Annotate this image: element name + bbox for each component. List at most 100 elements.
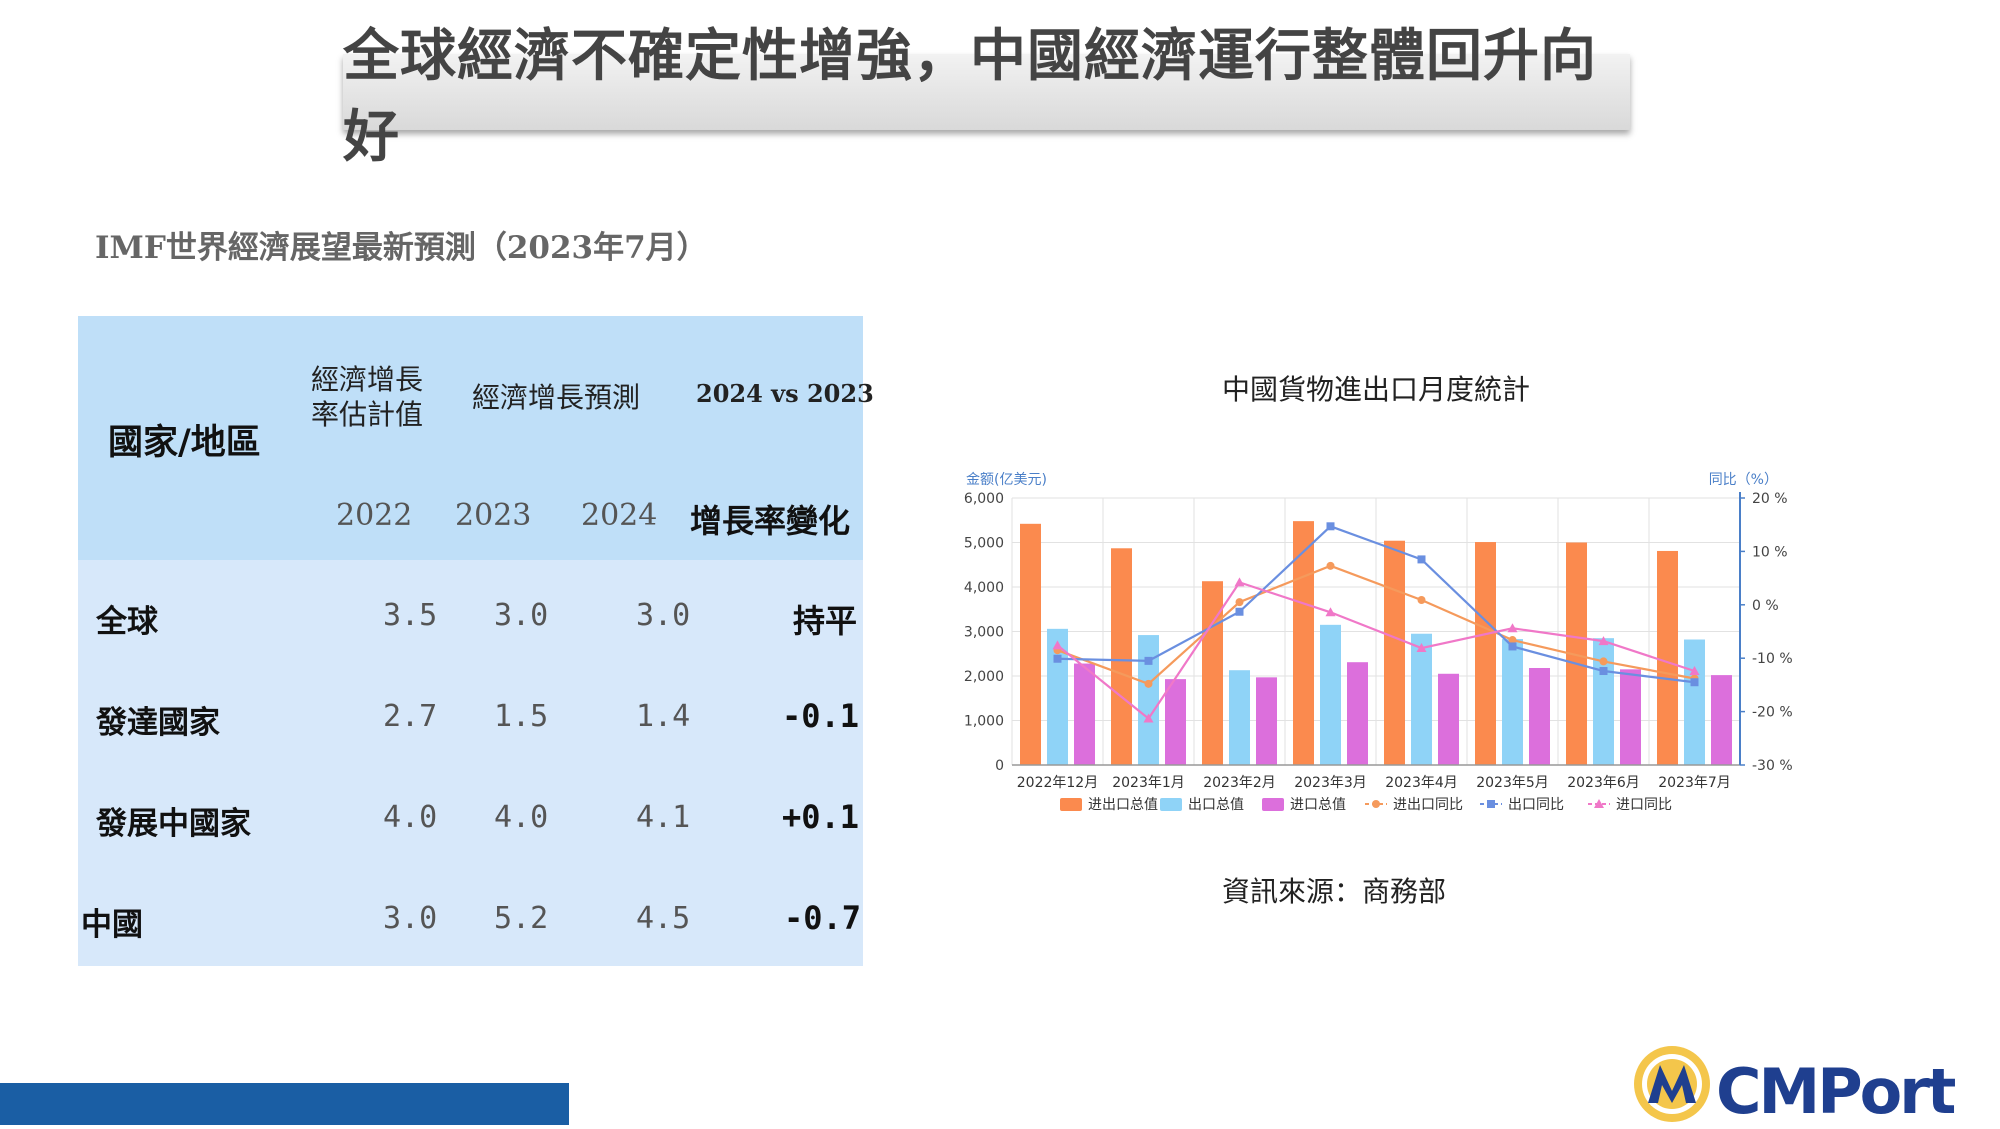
row-value-2023: 1.5 <box>494 699 549 734</box>
x-tick-label: 2023年7月 <box>1658 775 1731 791</box>
bar-export <box>1411 633 1432 765</box>
point-total-yoy <box>1326 561 1335 570</box>
y2-tick-label: -10 % <box>1752 651 1793 667</box>
x-tick-label: 2023年5月 <box>1476 775 1549 791</box>
cmport-emblem-icon <box>1634 1046 1710 1122</box>
logo-text: CMPort <box>1716 1055 1956 1125</box>
legend-swatch <box>1160 798 1182 811</box>
line-export-yoy <box>1057 525 1695 684</box>
point-export-yoy <box>1599 667 1608 676</box>
legend-marker <box>1594 799 1604 808</box>
bar-import <box>1620 669 1641 765</box>
row-value-2022: 3.5 <box>383 598 438 633</box>
row-change: 持平 <box>792 602 857 640</box>
legend-label: 进出口同比 <box>1393 797 1463 813</box>
imf-forecast-table: 國家/地區 經濟增長 率估計值 經濟增長預測 2024 vs 2023 2022… <box>78 316 874 966</box>
bar-total <box>1020 523 1041 765</box>
point-import-yoy <box>1507 623 1518 633</box>
bar-total <box>1111 548 1132 765</box>
y2-tick-label: -20 % <box>1752 705 1793 721</box>
row-region: 全球 <box>96 604 158 640</box>
bar-import <box>1438 673 1459 765</box>
point-total-yoy <box>1417 595 1426 604</box>
point-import-yoy <box>1416 643 1427 653</box>
bar-import <box>1256 677 1277 765</box>
legend-label: 出口总值 <box>1188 797 1244 813</box>
row-region: 發達國家 <box>96 705 220 741</box>
y2-axis-label: 同比（%） <box>1709 472 1778 488</box>
point-total-yoy <box>1235 598 1244 607</box>
point-export-yoy <box>1144 656 1153 665</box>
y-tick-label: 3,000 <box>964 625 1004 641</box>
row-change: +0.1 <box>781 798 859 836</box>
bar-export <box>1229 670 1250 765</box>
row-value-2024: 4.1 <box>636 800 691 835</box>
bar-import <box>1711 675 1732 765</box>
point-import-yoy <box>1325 607 1336 617</box>
chart-title: 中國貨物進出口月度統計 <box>1222 373 1531 406</box>
bar-total <box>1293 521 1314 765</box>
y2-tick-label: 0 % <box>1752 598 1779 614</box>
bar-total <box>1202 581 1223 765</box>
point-import-yoy <box>1234 577 1245 587</box>
x-tick-label: 2023年3月 <box>1294 775 1367 791</box>
point-export-yoy <box>1417 555 1426 564</box>
header-change: 增長率變化 <box>690 502 851 540</box>
bar-export <box>1047 628 1068 765</box>
bar-import <box>1165 679 1186 765</box>
chart-legend: 进出口总值 出口总值 进口总值 进出口同比 出口同比 进口同比 <box>1060 797 1672 813</box>
legend-swatch <box>1060 798 1082 811</box>
row-region: 中國 <box>81 907 143 943</box>
point-total-yoy <box>1508 636 1517 645</box>
row-value-2023: 5.2 <box>494 901 549 936</box>
header-estimate-line2: 率估計值 <box>311 398 424 431</box>
legend-swatch <box>1262 798 1284 811</box>
row-change: -0.1 <box>781 697 859 735</box>
bar-export <box>1593 638 1614 765</box>
chart-axes: 0 1,000 2,000 3,000 4,000 5,000 6,000 -30 % -20 … <box>964 472 1793 791</box>
header-estimate-line1: 經濟增長 <box>311 363 424 396</box>
row-value-2022: 4.0 <box>383 800 438 835</box>
row-value-2022: 2.7 <box>383 699 438 734</box>
table-body: 全球 3.5 3.0 3.0 持平 發達國家 2.7 1.5 1.4 -0.1 … <box>78 560 863 966</box>
point-export-yoy <box>1053 654 1062 663</box>
trade-chart: 0 1,000 2,000 3,000 4,000 5,000 6,000 -30 % -20 … <box>964 472 1793 813</box>
bar-import <box>1529 667 1550 765</box>
bar-export <box>1684 639 1705 765</box>
y-tick-label: 6,000 <box>964 491 1004 507</box>
header-compare: 2024 vs 2023 <box>696 379 874 408</box>
row-value-2024: 4.5 <box>636 901 691 936</box>
bar-import <box>1074 663 1095 765</box>
chart-bars <box>1020 521 1732 765</box>
point-export-yoy <box>1508 642 1517 651</box>
x-tick-label: 2022年12月 <box>1017 775 1098 791</box>
point-export-yoy <box>1326 522 1335 531</box>
point-export-yoy <box>1690 678 1699 687</box>
y-tick-label: 5,000 <box>964 536 1004 552</box>
point-import-yoy <box>1143 713 1154 723</box>
x-tick-label: 2023年1月 <box>1112 775 1185 791</box>
legend-marker <box>1372 800 1380 808</box>
legend-marker <box>1487 800 1495 808</box>
bar-total <box>1384 540 1405 765</box>
chart-lines <box>1052 522 1700 723</box>
source-note: 資訊來源：商務部 <box>1222 875 1447 908</box>
row-value-2024: 1.4 <box>636 699 691 734</box>
y2-tick-label: -30 % <box>1752 758 1793 774</box>
legend-label: 出口同比 <box>1508 797 1564 813</box>
bar-total <box>1566 542 1587 765</box>
bottom-accent-bar <box>0 1083 569 1125</box>
y-tick-label: 4,000 <box>964 580 1004 596</box>
legend-label: 进出口总值 <box>1088 797 1158 813</box>
y2-tick-label: 20 % <box>1752 491 1788 507</box>
point-total-yoy <box>1599 657 1608 666</box>
header-year-2022: 2022 <box>336 498 413 533</box>
bar-total <box>1475 542 1496 765</box>
y2-tick-label: 10 % <box>1752 544 1788 560</box>
header-region: 國家/地區 <box>108 422 261 463</box>
x-tick-label: 2023年4月 <box>1385 775 1458 791</box>
bar-total <box>1657 550 1678 765</box>
legend-label: 进口同比 <box>1616 797 1672 813</box>
point-export-yoy <box>1235 607 1244 616</box>
bar-export <box>1502 639 1523 765</box>
